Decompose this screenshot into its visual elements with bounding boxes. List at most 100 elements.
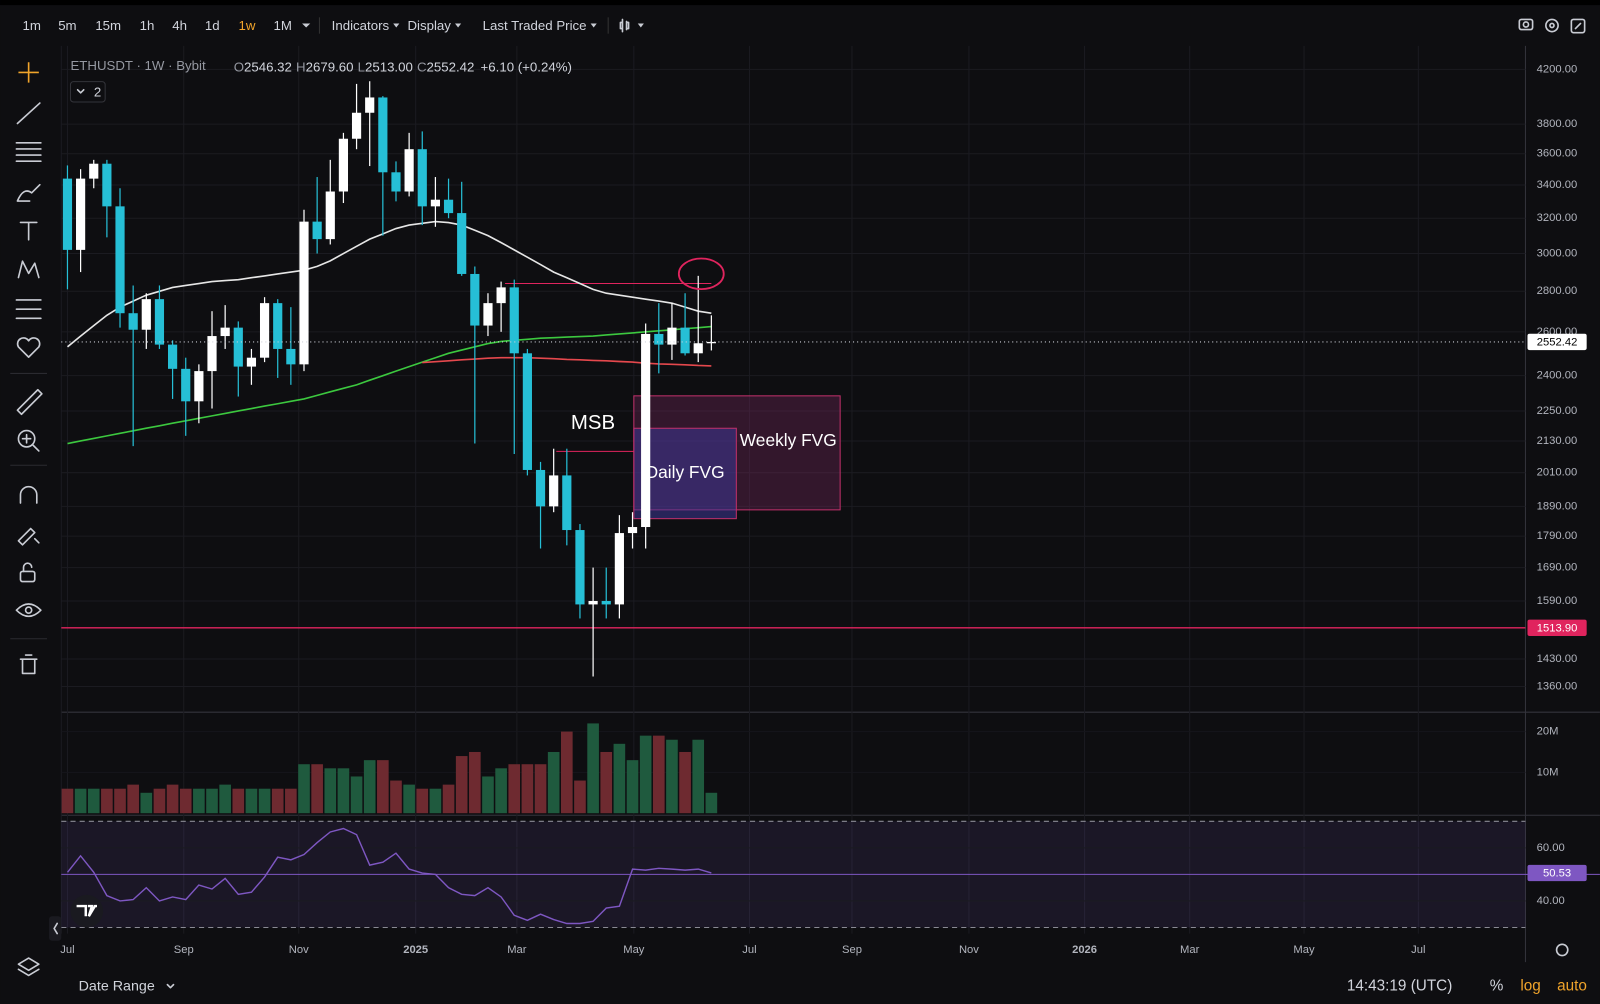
camera-lens[interactable]: [1522, 21, 1530, 28]
gear-center[interactable]: [1549, 22, 1555, 29]
camera-button[interactable]: [1518, 18, 1534, 31]
candle-body: [391, 172, 401, 192]
msb-label: MSB: [571, 412, 615, 434]
candle-body: [627, 527, 638, 534]
menu-button[interactable]: Last Traded Price: [483, 18, 587, 33]
ruler-tool[interactable]: [16, 388, 43, 416]
candle-body: [338, 138, 349, 192]
timeframe-button[interactable]: 1M: [273, 18, 291, 33]
timeframe-button[interactable]: 15m: [95, 18, 121, 33]
ohlc-value: 2679.60: [306, 59, 354, 74]
candle-body: [667, 327, 677, 345]
symbol-title: ETHUSDT · 1W · Bybit: [70, 58, 206, 73]
magnet-tool[interactable]: [19, 485, 38, 504]
volume-bar: [639, 735, 652, 814]
x-tick-label: May: [1293, 944, 1315, 956]
x-tick-label: Sep: [174, 944, 194, 956]
volume-bar: [508, 764, 521, 814]
candle-body: [115, 206, 125, 314]
dropdown-icon[interactable]: [393, 23, 400, 28]
volume-bar: [258, 788, 271, 814]
volume-bar: [652, 735, 665, 814]
candle-body: [562, 475, 572, 531]
crosshair-tool[interactable]: [18, 62, 39, 83]
fullscreen-icon[interactable]: [1570, 18, 1586, 34]
dropdown-icon[interactable]: [455, 23, 462, 28]
brush-tool[interactable]: [16, 183, 41, 202]
volume-bar: [285, 788, 297, 814]
scale-toggle[interactable]: log: [1520, 978, 1540, 995]
text-tool[interactable]: [19, 221, 38, 241]
fib-tool[interactable]: [15, 142, 42, 163]
candle-body: [154, 299, 165, 345]
candle-body: [549, 475, 559, 507]
volume-bar: [692, 739, 705, 814]
dropdown-icon[interactable]: [590, 23, 597, 28]
y-tick-label: 1430.00: [1537, 653, 1578, 665]
candle-body: [614, 533, 624, 605]
layers-button[interactable]: [17, 957, 40, 977]
menu-button[interactable]: Indicators: [332, 18, 390, 33]
collapse-button[interactable]: [49, 916, 62, 941]
scale-toggle[interactable]: auto: [1557, 978, 1587, 995]
chevron[interactable]: [166, 983, 175, 989]
volume-bar: [587, 723, 599, 814]
gear-icon[interactable]: [1545, 18, 1559, 33]
candles-icon[interactable]: [619, 18, 630, 33]
indicator-toggle[interactable]: [69, 81, 106, 103]
collapse-arrow[interactable]: [53, 922, 59, 935]
timeframe-button[interactable]: 1m: [22, 18, 40, 33]
timeframe-button[interactable]: 1d: [205, 18, 220, 33]
axis-settings[interactable]: [1555, 943, 1569, 957]
x-tick-label: 2025: [403, 944, 428, 956]
timeframe-button[interactable]: 1h: [140, 18, 155, 33]
candle-body: [430, 199, 440, 207]
ohlc-name: L: [358, 59, 365, 74]
volume-bar: [127, 784, 139, 814]
candle-body: [483, 303, 493, 326]
forecast-tool[interactable]: [15, 299, 42, 320]
moving-average: [66, 220, 712, 348]
candle-body: [181, 368, 191, 402]
menu-button[interactable]: Display: [407, 18, 451, 33]
price-change: +6.10 (+0.24%): [481, 59, 572, 74]
candle-body: [654, 333, 664, 345]
chart-type-button[interactable]: [619, 18, 644, 33]
settings-button[interactable]: [1545, 18, 1559, 33]
y-tick-label: 1690.00: [1537, 562, 1578, 574]
dropdown-icon[interactable]: [637, 23, 644, 28]
rsi-last-label: 50.53: [1543, 867, 1571, 879]
logo: [76, 904, 97, 917]
candle-body: [167, 344, 178, 369]
lock-tool[interactable]: [19, 570, 36, 583]
trendline-tool[interactable]: [16, 102, 41, 125]
volume-bar: [429, 788, 442, 814]
y-tick-label: 3800.00: [1537, 118, 1578, 130]
dropdown-icon[interactable]: [302, 23, 311, 28]
delete-tool[interactable]: [19, 654, 38, 675]
timeframe-button[interactable]: 5m: [58, 18, 76, 33]
y-tick-label: 2010.00: [1537, 467, 1578, 479]
camera-icon[interactable]: [1518, 18, 1534, 31]
timeframe-button[interactable]: 1w: [239, 18, 256, 33]
timeframe-button[interactable]: 4h: [172, 18, 187, 33]
chevron[interactable]: [76, 88, 85, 94]
favorites-tool[interactable]: [16, 337, 41, 358]
volume-bar: [442, 784, 455, 814]
fullscreen-arrow[interactable]: [1574, 22, 1582, 30]
fvg-label: Daily FVG: [646, 462, 725, 482]
y-tick-label: 2400.00: [1537, 370, 1578, 382]
fullscreen-button[interactable]: [1570, 18, 1586, 34]
draw-mode-tool[interactable]: [17, 527, 40, 546]
candle-body: [365, 97, 375, 113]
candle-body: [325, 191, 335, 240]
scale-toggle[interactable]: %: [1490, 978, 1504, 995]
date-range-button[interactable]: Date Range: [79, 978, 155, 994]
clock: 14:43:19 (UTC): [1347, 978, 1452, 995]
fvg-box: [633, 427, 737, 520]
visibility-tool[interactable]: [15, 603, 42, 618]
pattern-tool[interactable]: [17, 260, 40, 279]
zoom-tool[interactable]: [17, 429, 36, 448]
